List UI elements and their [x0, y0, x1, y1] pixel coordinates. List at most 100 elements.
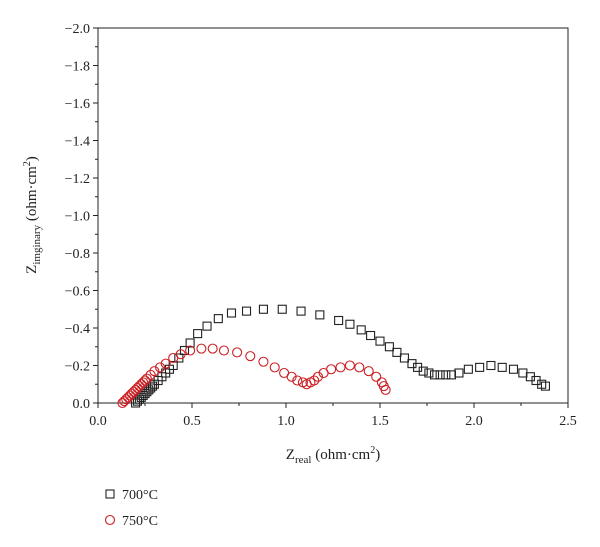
y-axis-ticks: 0.0 −0.2 −0.4 −0.6 −0.8 −1.0 −1.2 −1.4 −1.6 −1.8 −…: [65, 22, 98, 412]
data-point-700c: [202, 321, 212, 331]
data-point-750c: [380, 384, 391, 395]
data-point-700c: [418, 366, 428, 376]
x-axis-ticks: 0.0 0.5 1.0 1.5 2.0 2.5: [89, 403, 577, 429]
x-tick-label: 1.5: [371, 414, 389, 429]
data-point-700c: [392, 347, 402, 357]
data-point-750c: [145, 369, 156, 380]
data-point-700c: [296, 306, 306, 316]
series-750c: [117, 343, 391, 409]
data-point-750c: [312, 371, 324, 382]
data-point-750c: [326, 364, 337, 375]
data-point-750c: [119, 396, 130, 407]
data-point-750c: [138, 377, 149, 388]
x-tick-label: 2.0: [465, 414, 483, 429]
y-tick-label: −2.0: [65, 22, 90, 37]
data-point-750c: [363, 366, 374, 377]
data-point-750c: [154, 362, 166, 373]
data-point-750c: [218, 345, 230, 356]
data-point-700c: [193, 329, 203, 339]
data-point-700c: [147, 381, 158, 391]
data-point-750c: [132, 382, 143, 394]
data-point-700c: [384, 342, 394, 352]
data-point-700c: [375, 336, 385, 346]
data-point-700c: [179, 345, 190, 356]
data-point-700c: [463, 364, 473, 374]
data-point-750c: [141, 373, 152, 384]
data-point-700c: [356, 325, 366, 335]
data-point-750c: [124, 390, 136, 401]
y-tick-label: −0.6: [65, 285, 90, 300]
y-tick-label: −1.4: [65, 135, 90, 150]
data-point-700c: [435, 370, 445, 380]
data-point-700c: [258, 304, 268, 314]
data-point-700c: [429, 370, 440, 380]
data-point-750c: [134, 381, 145, 392]
data-point-700c: [226, 308, 237, 318]
legend-label-750c: 750°C: [122, 514, 158, 529]
y-tick-label: −1.0: [65, 210, 90, 225]
y-tick-label: −1.2: [65, 172, 90, 187]
y-tick-label: −1.8: [65, 60, 90, 75]
y-tick-label: 0.0: [73, 397, 91, 412]
data-point-700c: [446, 370, 456, 380]
data-point-700c: [185, 338, 195, 348]
data-point-750c: [292, 375, 303, 386]
x-tick-label: 0.5: [183, 414, 201, 429]
data-point-750c: [258, 356, 269, 367]
data-point-700c: [277, 304, 287, 314]
data-point-750c: [185, 345, 196, 356]
x-tick-label: 2.5: [559, 414, 577, 429]
data-point-700c: [168, 360, 178, 371]
data-point-700c: [441, 370, 451, 380]
y-tick-label: −0.8: [65, 247, 90, 262]
y-tick-label: −0.4: [65, 322, 90, 337]
data-point-750c: [117, 397, 128, 409]
data-point-750c: [344, 360, 355, 371]
data-point-750c: [245, 351, 256, 362]
data-point-750c: [175, 349, 186, 360]
data-point-750c: [128, 386, 139, 397]
data-point-750c: [136, 379, 147, 390]
data-point-700c: [454, 368, 464, 378]
data-point-700c: [213, 314, 223, 324]
x-tick-label: 1.0: [277, 414, 295, 429]
data-point-700c: [366, 330, 376, 341]
data-point-750c: [160, 358, 171, 369]
data-point-700c: [508, 364, 519, 374]
y-axis-label: Zimginary (ohm·cm2): [22, 156, 43, 274]
data-point-700c: [241, 306, 252, 316]
data-point-750c: [123, 392, 134, 403]
data-point-700c: [424, 368, 434, 378]
data-point-700c: [399, 353, 409, 363]
y-tick-label: −0.2: [65, 360, 90, 375]
legend-marker-750c: [104, 514, 116, 526]
data-point-750c: [207, 343, 218, 354]
x-tick-label: 0.0: [89, 414, 107, 429]
data-point-700c: [540, 381, 550, 391]
data-point-700c: [497, 362, 507, 372]
plot-frame: [97, 27, 569, 404]
data-point-700c: [334, 315, 344, 326]
series-layer: [117, 304, 550, 409]
data-point-750c: [371, 371, 382, 382]
data-point-700c: [486, 360, 496, 371]
data-point-700c: [315, 310, 325, 320]
data-point-750c: [354, 362, 365, 373]
data-point-750c: [335, 362, 346, 373]
data-point-750c: [286, 371, 297, 382]
data-point-700c: [345, 319, 355, 329]
data-point-750c: [149, 366, 160, 377]
legend-label-700c: 700°C: [122, 488, 158, 503]
data-point-750c: [130, 384, 141, 395]
data-point-700c: [475, 362, 485, 372]
legend: 700°C 750°C: [104, 488, 158, 529]
legend-marker-700c: [105, 489, 115, 499]
data-point-750c: [139, 375, 151, 386]
data-point-750c: [126, 388, 137, 399]
data-point-750c: [269, 362, 280, 373]
x-axis-label: Zreal (ohm·cm2): [286, 445, 380, 466]
series-700c: [131, 304, 550, 408]
data-point-700c: [518, 368, 528, 378]
data-point-750c: [196, 343, 207, 354]
